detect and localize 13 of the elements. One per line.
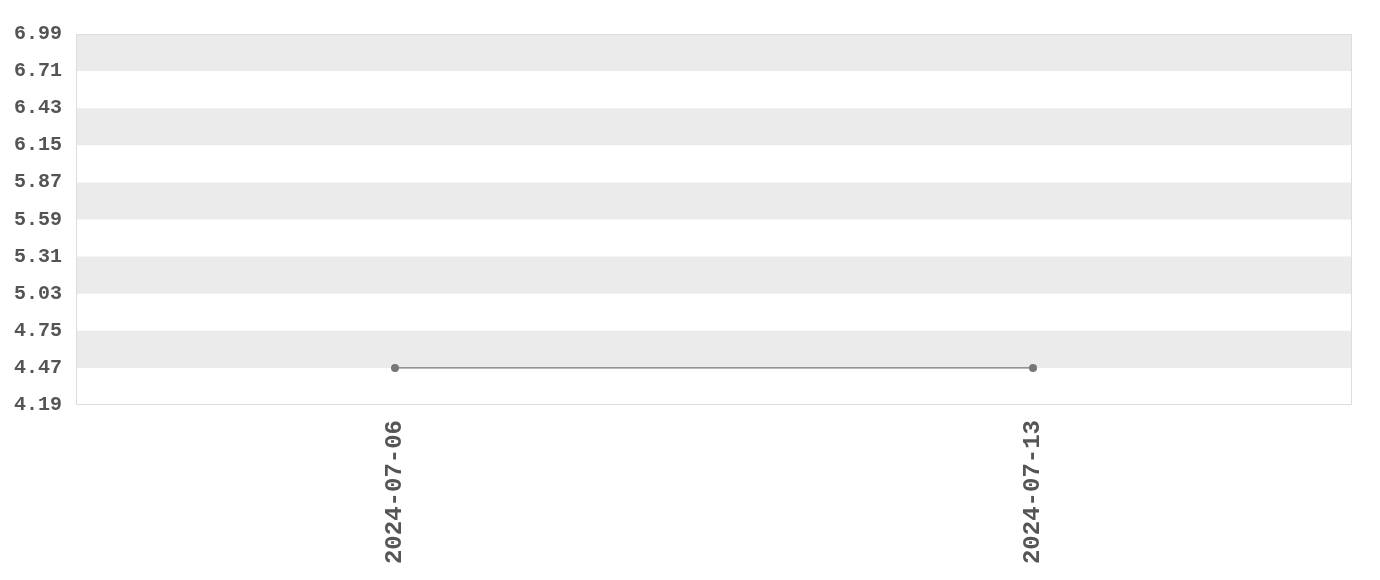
- y-tick-label: 5.31: [13, 244, 62, 268]
- y-tick-label: 6.71: [13, 59, 62, 83]
- y-tick-label: 4.75: [13, 318, 62, 342]
- y-tick-label: 6.43: [13, 96, 62, 120]
- y-tick-label: 5.59: [13, 207, 62, 231]
- y-tick-label: 5.03: [13, 281, 62, 305]
- x-tick-label: 2024-07-06: [381, 420, 409, 565]
- y-tick-label: 4.19: [13, 393, 62, 417]
- y-tick-label: 5.87: [13, 170, 62, 194]
- y-tick-label: 6.99: [13, 22, 62, 46]
- y-tick-label: 4.47: [13, 355, 62, 379]
- x-tick-label: 2024-07-13: [1019, 420, 1047, 565]
- y-tick-label: 6.15: [13, 133, 62, 157]
